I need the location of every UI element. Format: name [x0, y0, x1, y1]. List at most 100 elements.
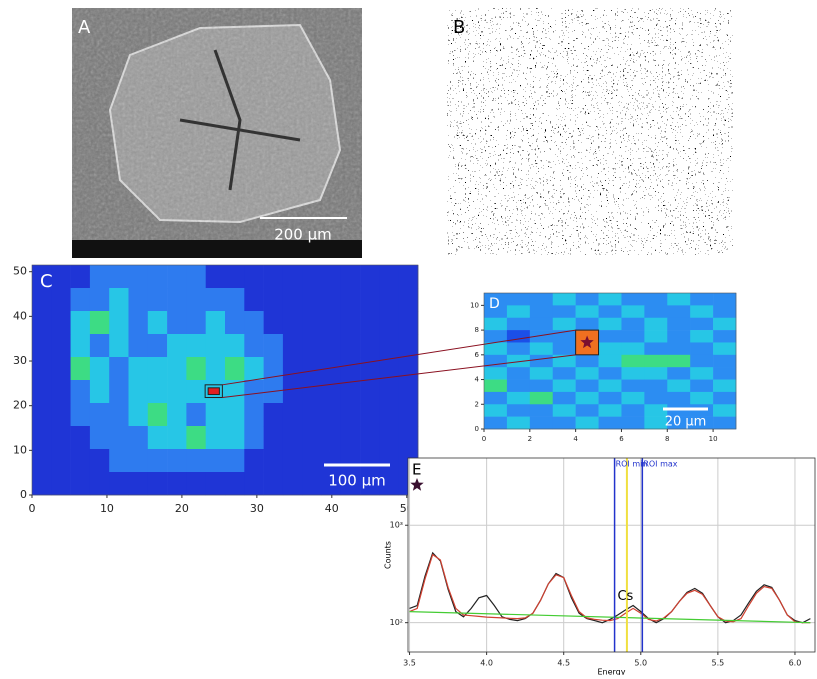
heat-cell — [575, 404, 599, 417]
heat-cell — [70, 426, 91, 450]
heat-cell — [529, 391, 554, 405]
heat-cell — [598, 367, 622, 380]
heat-cell — [32, 334, 52, 358]
heat-cell — [128, 334, 149, 358]
highlight-cell — [207, 387, 220, 396]
y-tick-label: 2 — [475, 400, 479, 408]
heat-cell — [51, 472, 71, 496]
heat-cell — [89, 357, 110, 381]
heat-cell — [667, 367, 691, 380]
heat-cell — [70, 334, 91, 358]
heat-cell — [484, 317, 508, 331]
heat-cell — [360, 265, 380, 289]
heat-cell — [621, 416, 645, 430]
heat-cell — [244, 357, 264, 381]
heat-cell — [263, 403, 284, 427]
heat-cell — [186, 265, 206, 289]
heat-cell — [205, 357, 226, 381]
heat-cell — [302, 288, 322, 312]
y-tick-label: 10 — [470, 301, 479, 309]
heat-cell — [360, 380, 380, 404]
plot-frame — [483, 292, 737, 430]
heat-cell — [282, 380, 303, 404]
heat-cell — [282, 288, 303, 312]
heat-cell — [667, 342, 691, 356]
heat-cell — [51, 403, 71, 427]
heat-cell — [70, 449, 91, 473]
heat-cell — [32, 380, 52, 404]
y-tick-label: 50 — [13, 265, 27, 278]
heat-cell — [205, 334, 226, 358]
heat-cell — [32, 311, 52, 335]
heat-cell — [186, 380, 206, 404]
heat-cell — [302, 403, 322, 427]
heat-cell — [644, 305, 668, 319]
heat-cell — [51, 265, 71, 289]
heat-cell — [147, 403, 168, 427]
heat-cell — [147, 265, 168, 289]
heat-cell — [552, 416, 576, 430]
heat-cell — [644, 354, 668, 368]
heat-cell — [713, 342, 737, 356]
heat-cell — [690, 342, 714, 356]
heat-cell — [167, 426, 187, 450]
heat-cell — [713, 293, 737, 306]
heat-cell — [205, 265, 226, 289]
x-tick-label: 4.5 — [557, 659, 570, 668]
heat-cell — [621, 354, 645, 368]
heat-cell — [529, 416, 554, 430]
heat-cell — [321, 311, 342, 335]
heat-cell — [575, 305, 599, 319]
heat-cell — [379, 265, 399, 289]
panel-label: C — [40, 271, 53, 292]
heat-cell — [282, 449, 303, 473]
heat-cell — [506, 330, 531, 343]
heat-cell — [621, 379, 645, 393]
heat-cell — [506, 305, 531, 319]
heat-cell — [32, 265, 52, 289]
heat-cell — [529, 379, 554, 393]
heat-cell — [484, 354, 508, 368]
heat-cell — [340, 357, 361, 381]
heat-cell — [89, 380, 110, 404]
heat-cell — [244, 311, 264, 335]
heat-cell — [109, 403, 129, 427]
heat-cell — [186, 403, 206, 427]
heat-cell — [529, 354, 554, 368]
heat-cell — [667, 404, 691, 417]
heat-cell — [575, 391, 599, 405]
heat-cell — [109, 472, 129, 496]
heat-cell — [147, 288, 168, 312]
series-line — [409, 551, 811, 624]
heat-cell — [205, 426, 226, 450]
panel-label: D — [489, 296, 500, 312]
heat-cell — [225, 288, 245, 312]
scale-bar-label: 100 µm — [328, 472, 386, 490]
heat-cell — [598, 416, 622, 430]
heat-cell — [360, 311, 380, 335]
heat-cell — [205, 449, 226, 473]
plot-frame — [407, 457, 816, 653]
heat-cell — [32, 357, 52, 381]
heat-cell — [713, 354, 737, 368]
y-tick-label: 0 — [20, 488, 27, 501]
heat-cell — [360, 449, 380, 473]
heat-cell — [621, 404, 645, 417]
heat-cell — [529, 305, 554, 319]
heat-cell — [51, 426, 71, 450]
y-tick-label: 6 — [475, 351, 480, 359]
heat-cell — [167, 311, 187, 335]
heat-cell — [32, 449, 52, 473]
heat-cell — [51, 449, 71, 473]
x-tick-label: 40 — [325, 502, 339, 515]
sem-crack — [179, 49, 301, 191]
x-tick-label: 4.0 — [480, 659, 493, 668]
heat-cell — [398, 288, 419, 312]
series-line — [409, 553, 811, 624]
heat-cell — [506, 317, 531, 331]
heat-cell — [70, 380, 91, 404]
heat-cell — [529, 317, 554, 331]
heat-cell — [205, 288, 226, 312]
x-tick-label: 10 — [100, 502, 114, 515]
heat-cell — [713, 317, 737, 331]
